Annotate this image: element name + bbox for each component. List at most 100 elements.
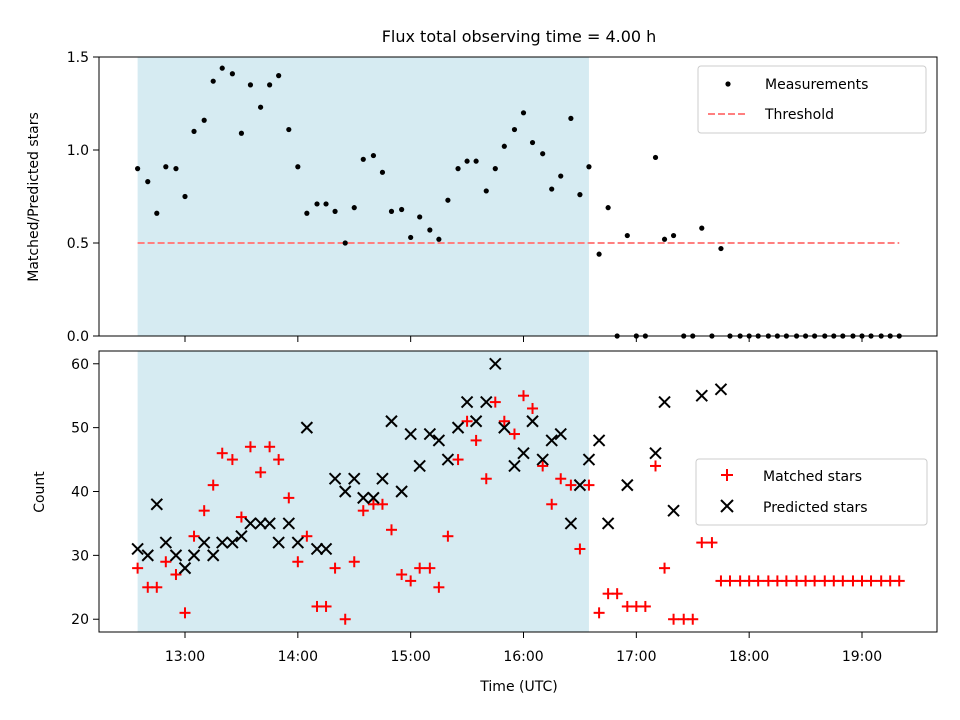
matched-star-point [396, 569, 408, 581]
predicted-star-point [291, 536, 305, 549]
measurement-point [492, 166, 498, 172]
predicted-star-point [517, 446, 530, 460]
top-y-tick-label: 0.5 [67, 236, 89, 252]
matched-star-point [283, 492, 295, 504]
measurement-point [699, 225, 705, 231]
matched-star-point [865, 575, 877, 587]
matched-star-point [565, 479, 577, 491]
predicted-star-point [235, 529, 248, 543]
matched-star-point [527, 402, 539, 414]
measurement-point [520, 110, 527, 116]
matched-star-point [188, 530, 200, 542]
predicted-star-point [621, 478, 634, 492]
measurement-point [342, 240, 348, 246]
matched-star-point [385, 524, 397, 536]
predicted-star-point [244, 517, 257, 530]
matched-star-point [508, 428, 520, 440]
predicted-star-point [141, 549, 154, 562]
predicted-star-point [282, 517, 296, 530]
predicted-star-point [451, 421, 465, 434]
matched-star-point [255, 466, 267, 478]
bottom-legend: Matched stars Predicted stars [695, 458, 928, 526]
matched-star-point [752, 575, 764, 587]
predicted-star-point [441, 453, 455, 466]
top-legend-box [697, 65, 927, 134]
predicted-star-point [695, 389, 708, 402]
top-shade [137, 57, 589, 336]
matched-star-point [160, 556, 172, 568]
predicted-star-point [395, 485, 408, 498]
predicted-star-point [310, 542, 324, 556]
measurement-point [661, 236, 668, 242]
measurement-point [173, 166, 179, 172]
measurement-point [399, 206, 405, 213]
matched-star-point [179, 607, 191, 619]
matched-star-point [292, 556, 304, 568]
measurement-point [568, 115, 574, 121]
measurement-point [577, 192, 583, 198]
measurement-point [549, 186, 555, 192]
bottom-y-tick-label: 40 [71, 485, 89, 501]
measurement-point [276, 73, 282, 79]
predicted-star-point [385, 415, 398, 428]
measurement-point [670, 232, 677, 239]
predicted-star-point [564, 517, 578, 530]
predicted-star-point [339, 485, 352, 498]
measurement-point [445, 197, 451, 203]
predicted-star-point [216, 536, 229, 549]
predicted-star-point [404, 427, 417, 441]
measurement-point [370, 152, 377, 159]
x-tick-label: 17:00 [616, 649, 656, 665]
bottom-panel: 20 30 40 50 60 13:00 14:00 15:00 16:00 17:00 18:0… [32, 350, 938, 695]
predicted-star-point [272, 536, 285, 549]
matched-star-point [151, 581, 163, 593]
matched-star-point [498, 415, 510, 427]
predicted-star-point [658, 395, 671, 409]
x-tick-label: 15:00 [390, 649, 430, 665]
matched-star-point [639, 600, 651, 612]
matched-star-point [207, 479, 219, 491]
matched-star-point [264, 441, 276, 453]
matched-star-point [696, 537, 708, 549]
top-y-tick-label: 0.0 [67, 329, 89, 345]
measurement-point [267, 82, 273, 88]
predicted-star-point [348, 472, 361, 485]
matched-star-point [235, 511, 247, 523]
matched-star-point [452, 454, 464, 466]
predicted-star-point [131, 542, 144, 556]
matched-star-point [273, 454, 285, 466]
bottom-x-ticks: 13:00 14:00 15:00 16:00 17:00 18:00 19:00 [165, 632, 882, 665]
matched-star-point [226, 454, 238, 466]
measurement-point [229, 71, 235, 77]
predicted-star-point [423, 427, 437, 441]
measurement-point [473, 158, 479, 164]
predicted-star-point [150, 498, 163, 511]
measurement-point [388, 208, 395, 214]
matched-star-point [244, 441, 256, 453]
matched-star-point [687, 613, 699, 625]
matched-star-point [546, 498, 558, 510]
legend-label-threshold: Threshold [764, 107, 834, 123]
legend-label-matched: Matched stars [763, 469, 862, 485]
matched-star-point [461, 415, 473, 427]
bottom-ylabel: Count [32, 471, 48, 513]
measurement-point [323, 201, 329, 207]
predicted-star-point [554, 427, 567, 441]
measurement-point [558, 173, 564, 179]
predicted-star-point [263, 517, 276, 530]
matched-star-point [518, 390, 529, 402]
predicted-star-point [582, 453, 596, 466]
matched-star-point [198, 505, 210, 517]
measurement-point [596, 251, 602, 257]
measurement-point [529, 139, 536, 146]
x-tick-label: 19:00 [842, 649, 882, 665]
measurement-point [135, 166, 141, 172]
matched-star-point [893, 575, 905, 587]
measurement-point [304, 210, 310, 216]
matched-star-point [329, 562, 341, 574]
measurement-point [360, 156, 366, 162]
measurement-point [718, 245, 724, 252]
predicted-star-point [526, 415, 539, 428]
measurement-point [163, 164, 169, 170]
top-panel: 0.0 0.5 1.0 1.5 Matched/Predicted stars Mea… [26, 50, 938, 345]
